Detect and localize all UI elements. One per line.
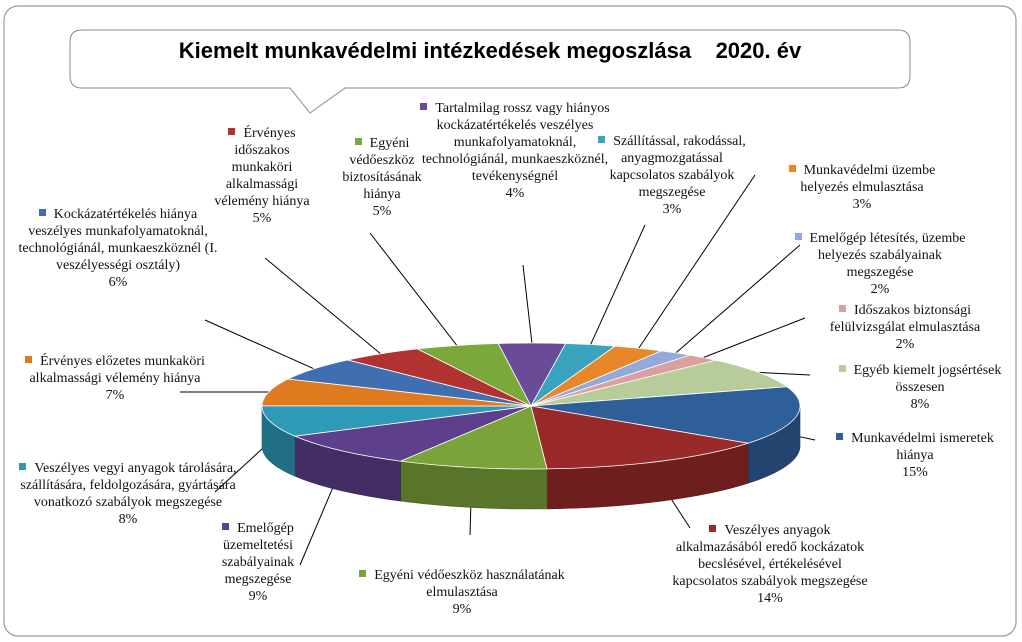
data-label: Szállítással, rakodással, anyagmozgatáss…	[590, 133, 755, 218]
label-name: Szállítással, rakodással, anyagmozgatáss…	[590, 133, 755, 201]
leader-line	[204, 319, 315, 370]
legend-marker	[794, 233, 802, 240]
leader-line	[369, 232, 458, 346]
label-name: Tartalmilag rossz vagy hiányos kockázaté…	[415, 100, 615, 185]
legend-marker	[19, 463, 27, 470]
data-label: Időszakos biztonsági felülvizsgálat elmu…	[813, 302, 998, 353]
legend-marker	[359, 570, 367, 577]
legend-marker	[222, 523, 230, 530]
category-label: Emelőgép üzemeltetési szabályainak megsz…	[221, 521, 295, 587]
value-label: 2%	[895, 337, 915, 352]
value-label: 9%	[248, 589, 268, 604]
value-label: 15%	[902, 465, 928, 480]
leader-line	[522, 264, 533, 344]
category-label: Veszélyes vegyi anyagok tárolására, szál…	[20, 461, 237, 510]
legend-marker	[598, 136, 606, 143]
legend-marker	[838, 305, 846, 312]
data-label: Egyéni védőeszköz használatának elmulasz…	[350, 567, 575, 618]
category-label: Tartalmilag rossz vagy hiányos kockázaté…	[421, 101, 610, 184]
slice	[293, 405, 532, 462]
slice	[530, 386, 801, 444]
label-name: Kockázatértékelés hiánya veszélyes munka…	[11, 206, 226, 274]
data-label: Érvényes időszakos munkaköri alkalmasság…	[206, 125, 318, 227]
label-name: Érvényes előzetes munkaköri alkalmassági…	[13, 353, 218, 387]
label-name: Munkavédelmi üzembe helyezés elmulasztás…	[775, 162, 950, 196]
category-label: Szállítással, rakodással, anyagmozgatáss…	[609, 134, 746, 200]
value-label: 7%	[105, 388, 125, 403]
category-label: Időszakos biztonsági felülvizsgálat elmu…	[829, 303, 981, 335]
value-label: 2%	[870, 282, 890, 297]
value-label: 8%	[910, 397, 930, 412]
value-label: 14%	[757, 591, 783, 606]
category-label: Munkavédelmi üzembe helyezés elmulasztás…	[800, 163, 936, 195]
leader-line	[703, 317, 806, 359]
category-label: Kockázatértékelés hiánya veszélyes munka…	[18, 207, 218, 273]
label-name: Egyéni védőeszköz használatának elmulasz…	[350, 567, 575, 601]
value-label: 4%	[505, 186, 525, 201]
label-name: Veszélyes vegyi anyagok tárolására, szál…	[16, 460, 241, 511]
legend-marker	[354, 138, 362, 145]
data-label: Munkavédelmi ismeretek hiánya 15%	[828, 430, 1003, 481]
title-callout	[69, 29, 911, 114]
data-label: Érvényes előzetes munkaköri alkalmassági…	[13, 353, 218, 404]
data-label: Egyéb kiemelt jogsértések összesen 8%	[823, 362, 1018, 413]
label-name: Érvényes időszakos munkaköri alkalmasság…	[206, 125, 318, 210]
value-label: 5%	[372, 204, 392, 219]
value-label: 3%	[662, 202, 682, 217]
label-name: Emelőgép üzemeltetési szabályainak megsz…	[201, 520, 316, 588]
legend-marker	[420, 103, 428, 110]
slice	[261, 405, 532, 437]
data-label: Emelőgép üzemeltetési szabályainak megsz…	[201, 520, 316, 605]
category-label: Egyéni védőeszköz használatának elmulasz…	[374, 568, 565, 600]
data-label: Veszélyes anyagok alkalmazásából eredő k…	[668, 522, 873, 607]
label-name: Egyéni védőeszköz biztosításának hiánya	[330, 135, 435, 203]
legend-marker	[38, 209, 46, 216]
leader-line	[590, 224, 646, 345]
data-label: Tartalmilag rossz vagy hiányos kockázaté…	[415, 100, 615, 202]
label-name: Emelőgép létesítés, üzembe helyezés szab…	[788, 230, 973, 281]
leader-line	[638, 174, 756, 349]
chart-title: Kiemelt munkavédelmi intézkedések megosz…	[178, 38, 802, 63]
category-label: Veszélyes anyagok alkalmazásából eredő k…	[672, 523, 868, 589]
label-name: Egyéb kiemelt jogsértések összesen	[823, 362, 1018, 396]
category-label: Egyéni védőeszköz biztosításának hiánya	[342, 136, 422, 202]
value-label: 5%	[252, 211, 272, 226]
slice	[415, 343, 532, 407]
leader-line	[758, 371, 811, 376]
value-label: 6%	[108, 275, 128, 290]
value-label: 9%	[452, 602, 472, 617]
leader-line	[214, 441, 271, 493]
legend-marker	[228, 128, 236, 135]
legend-marker	[709, 525, 717, 532]
category-label: Munkavédelmi ismeretek hiánya	[851, 431, 994, 463]
slice	[399, 405, 548, 470]
legend-marker	[838, 365, 846, 372]
leader-line	[264, 257, 381, 355]
value-label: 3%	[852, 197, 872, 212]
data-label: Kockázatértékelés hiánya veszélyes munka…	[11, 206, 226, 291]
slice	[530, 405, 749, 470]
data-label: Veszélyes vegyi anyagok tárolására, szál…	[16, 460, 241, 528]
category-label: Egyéb kiemelt jogsértések összesen	[853, 363, 1002, 395]
legend-marker	[836, 433, 844, 440]
legend-marker	[788, 165, 796, 172]
data-label: Munkavédelmi üzembe helyezés elmulasztás…	[775, 162, 950, 213]
category-label: Emelőgép létesítés, üzembe helyezés szab…	[809, 231, 966, 280]
label-name: Munkavédelmi ismeretek hiánya	[828, 430, 1003, 464]
data-label: Emelőgép létesítés, üzembe helyezés szab…	[788, 230, 973, 298]
label-name: Veszélyes anyagok alkalmazásából eredő k…	[668, 522, 873, 590]
category-label: Érvényes időszakos munkaköri alkalmasság…	[214, 126, 310, 209]
legend-marker	[25, 356, 33, 363]
slice	[261, 378, 532, 407]
label-name: Időszakos biztonsági felülvizsgálat elmu…	[813, 302, 998, 336]
frame	[3, 5, 1017, 637]
value-label: 8%	[118, 512, 138, 527]
data-label: Egyéni védőeszköz biztosításának hiánya 5…	[330, 135, 435, 220]
category-label: Érvényes előzetes munkaköri alkalmassági…	[29, 354, 205, 386]
leader-line	[675, 244, 801, 354]
slice	[530, 359, 789, 407]
